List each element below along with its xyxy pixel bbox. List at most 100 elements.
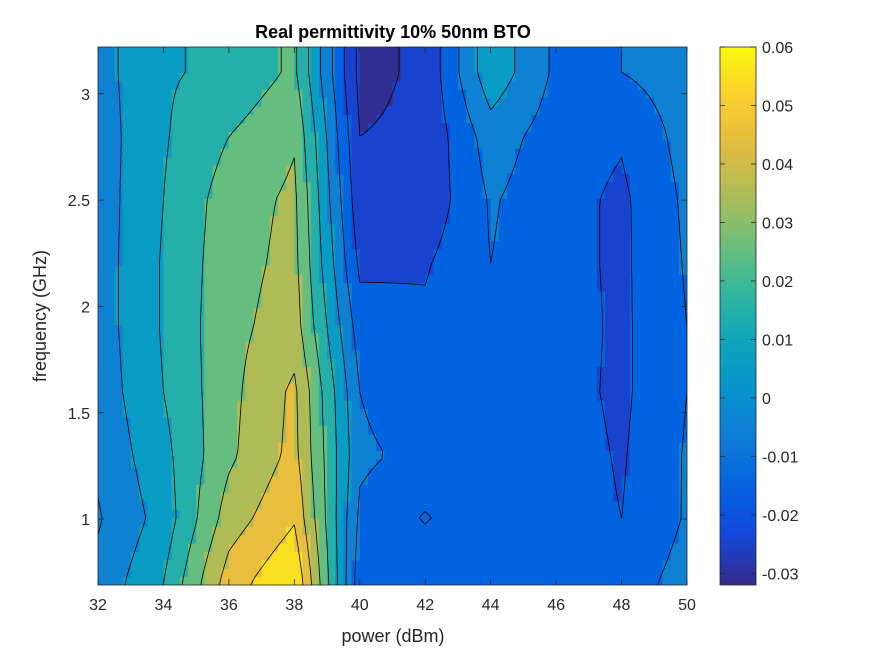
contour-cell xyxy=(261,341,271,351)
contour-cell xyxy=(400,173,410,183)
contour-cell xyxy=(163,89,173,99)
contour-cell xyxy=(327,215,336,225)
contour-cell xyxy=(114,181,124,191)
contour-cell xyxy=(515,206,524,216)
contour-cell xyxy=(547,542,557,552)
contour-cell xyxy=(310,366,320,376)
contour-cell xyxy=(384,475,394,485)
contour-cell xyxy=(572,231,582,241)
contour-cell xyxy=(228,139,238,149)
contour-cell xyxy=(507,248,516,258)
contour-cell xyxy=(498,450,508,460)
contour-cell xyxy=(572,189,582,199)
contour-cell xyxy=(547,324,557,334)
contour-cell xyxy=(654,257,664,267)
contour-cell xyxy=(196,72,205,82)
contour-cell xyxy=(98,156,107,166)
contour-cell xyxy=(523,223,533,233)
contour-cell xyxy=(646,408,655,418)
contour-cell xyxy=(367,206,377,216)
contour-cell xyxy=(490,63,500,73)
contour-cell xyxy=(343,366,353,376)
contour-cell xyxy=(580,341,590,351)
contour-cell xyxy=(449,316,459,326)
contour-cell xyxy=(547,475,557,485)
contour-cell xyxy=(163,265,173,275)
contour-cell xyxy=(163,492,173,502)
contour-cell xyxy=(196,105,205,115)
contour-cell xyxy=(629,425,639,435)
contour-cell xyxy=(531,257,541,267)
contour-cell xyxy=(204,542,214,552)
contour-cell xyxy=(228,576,238,585)
contour-cell xyxy=(400,299,410,309)
contour-cell xyxy=(449,282,459,292)
contour-cell xyxy=(261,458,271,468)
contour-cell xyxy=(138,341,148,351)
contour-cell xyxy=(433,97,443,107)
contour-cell xyxy=(204,181,214,191)
contour-cell xyxy=(286,366,295,376)
contour-cell xyxy=(220,240,230,250)
contour-cell xyxy=(408,97,418,107)
contour-cell xyxy=(98,559,107,569)
contour-cell xyxy=(605,400,614,410)
contour-cell xyxy=(523,450,533,460)
contour-cell xyxy=(261,425,271,435)
contour-cell xyxy=(588,433,598,443)
contour-cell xyxy=(245,568,255,578)
contour-cell xyxy=(376,223,385,233)
contour-cell xyxy=(457,500,467,510)
contour-cell xyxy=(130,282,140,292)
contour-cell xyxy=(294,240,304,250)
contour-cell xyxy=(130,89,140,99)
contour-cell xyxy=(556,307,565,317)
contour-cell xyxy=(425,206,434,216)
contour-cell xyxy=(392,147,402,157)
contour-cell xyxy=(147,156,156,166)
contour-cell xyxy=(441,147,451,157)
contour-cell xyxy=(204,198,214,208)
contour-cell xyxy=(629,442,639,452)
contour-cell xyxy=(335,181,345,191)
contour-cell xyxy=(384,47,394,57)
contour-cell xyxy=(138,273,148,283)
contour-cell xyxy=(302,105,312,115)
contour-cell xyxy=(245,63,255,73)
contour-cell xyxy=(212,542,222,552)
contour-cell xyxy=(212,114,222,124)
contour-cell xyxy=(343,433,353,443)
contour-cell xyxy=(588,231,598,241)
contour-cell xyxy=(212,290,222,300)
contour-cell xyxy=(597,282,606,292)
contour-cell xyxy=(613,366,623,376)
contour-cell xyxy=(572,47,582,57)
contour-cell xyxy=(441,358,451,368)
contour-cell xyxy=(376,181,385,191)
contour-cell xyxy=(187,442,197,452)
contour-cell xyxy=(482,534,492,544)
contour-cell xyxy=(564,80,574,90)
contour-cell xyxy=(662,551,672,561)
contour-cell xyxy=(441,526,451,536)
contour-cell xyxy=(147,299,156,309)
contour-cell xyxy=(237,576,246,585)
contour-cell xyxy=(204,164,214,174)
contour-cell xyxy=(318,324,328,334)
contour-cell xyxy=(187,374,197,384)
contour-cell xyxy=(187,139,197,149)
contour-cell xyxy=(678,248,687,258)
contour-cell xyxy=(539,551,549,561)
contour-cell xyxy=(286,383,295,393)
contour-cell xyxy=(335,55,345,65)
contour-cell xyxy=(507,433,516,443)
contour-cell xyxy=(580,231,590,241)
contour-cell xyxy=(171,492,181,502)
contour-cell xyxy=(228,282,238,292)
contour-cell xyxy=(482,408,492,418)
contour-cell xyxy=(294,509,304,519)
contour-cell xyxy=(294,316,304,326)
contour-cell xyxy=(130,181,140,191)
contour-cell xyxy=(147,324,156,334)
contour-cell xyxy=(384,316,394,326)
